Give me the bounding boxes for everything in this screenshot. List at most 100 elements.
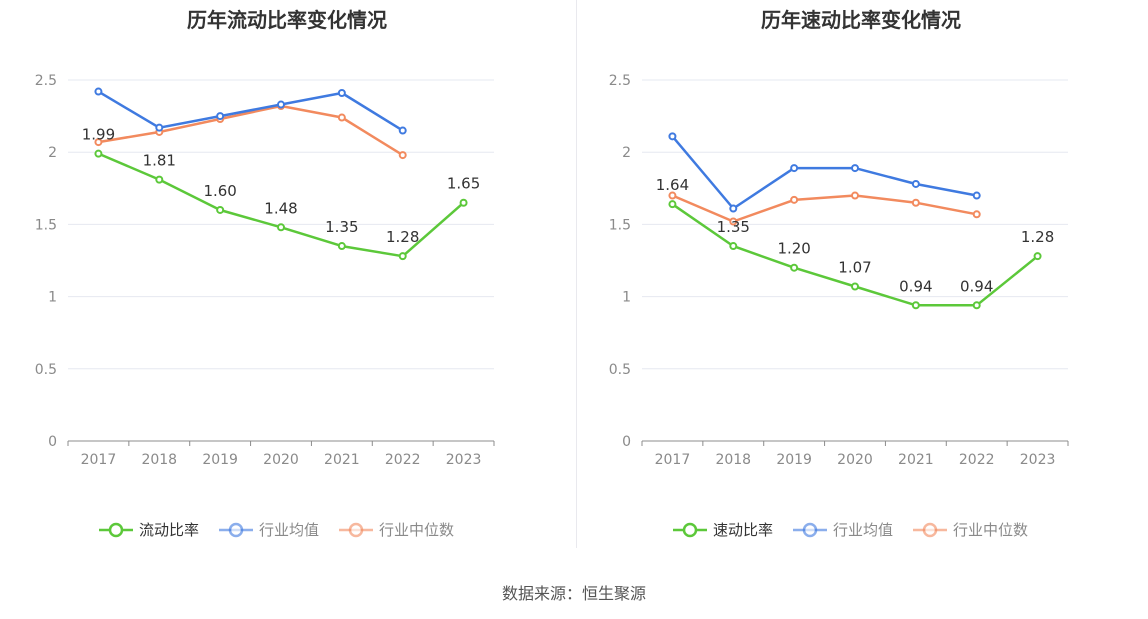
x-tick-label: 2018 <box>141 452 177 468</box>
data-point[interactable] <box>911 179 920 188</box>
data-point[interactable] <box>94 149 103 158</box>
legend-marker <box>228 522 244 538</box>
y-tick-label: 1.5 <box>35 217 57 233</box>
legend-label: 流动比率 <box>139 521 199 539</box>
chart-panel-current-ratio: 历年流动比率变化情况 0 0.5 1 1.5 2 2.5 2017 2018 2019 2020 2… <box>0 0 574 560</box>
data-label: 1.48 <box>264 199 297 217</box>
x-tick-label: 2021 <box>898 452 934 468</box>
data-point[interactable] <box>459 198 468 207</box>
legend-item[interactable]: 行业中位数 <box>339 521 454 539</box>
legend-marker <box>108 522 124 538</box>
y-tick-label: 0 <box>48 434 57 450</box>
data-point[interactable] <box>729 204 738 213</box>
y-tick-label: 0.5 <box>609 362 631 378</box>
x-tick-label: 2022 <box>959 452 995 468</box>
data-label: 0.94 <box>960 277 993 295</box>
data-point[interactable] <box>851 191 859 200</box>
legend-item[interactable]: 流动比率 <box>99 521 199 539</box>
x-tick-label: 2017 <box>655 452 691 468</box>
x-tick-label: 2019 <box>202 452 238 468</box>
data-point[interactable] <box>668 191 677 200</box>
data-point[interactable] <box>729 242 738 251</box>
data-point[interactable] <box>790 164 799 173</box>
legend-item[interactable]: 行业中位数 <box>913 521 1028 539</box>
y-tick-label: 0 <box>622 434 631 450</box>
data-point[interactable] <box>398 151 407 160</box>
x-tick-label: 2020 <box>837 452 873 468</box>
series-line <box>97 90 404 132</box>
panel-divider <box>576 0 577 548</box>
data-point[interactable] <box>337 242 346 251</box>
x-tick-label: 2022 <box>385 452 421 468</box>
legend-label: 行业均值 <box>259 521 319 539</box>
series-line <box>98 104 404 157</box>
legend-marker <box>802 522 818 538</box>
y-tick-label: 1 <box>622 290 631 306</box>
data-point[interactable] <box>337 113 346 122</box>
legend-marker <box>348 522 364 538</box>
legend-label: 行业中位数 <box>379 521 454 539</box>
data-point[interactable] <box>277 223 285 232</box>
data-point[interactable] <box>851 282 859 291</box>
y-tick-label: 2 <box>622 145 631 161</box>
legend-item[interactable]: 行业均值 <box>793 521 893 539</box>
x-tick-label: 2023 <box>1020 452 1056 468</box>
chart-panel-quick-ratio: 历年速动比率变化情况 0 0.5 1 1.5 2 2.5 2017 2018 2019 2020 2… <box>574 0 1148 560</box>
data-point[interactable] <box>337 88 346 97</box>
data-point[interactable] <box>668 132 677 141</box>
data-point[interactable] <box>851 164 859 173</box>
data-label: 1.28 <box>1021 228 1054 246</box>
quick-ratio-chart: 0 0.5 1 1.5 2 2.5 2017 2018 2019 2020 2021 2022 2023… <box>609 73 1069 539</box>
data-label: 1.35 <box>717 218 750 236</box>
chart-title: 历年流动比率变化情况 <box>187 8 387 32</box>
data-label: 1.99 <box>82 126 115 144</box>
y-tick-label: 1 <box>48 290 57 306</box>
legend-marker <box>922 522 938 538</box>
y-tick-label: 2.5 <box>609 73 631 89</box>
data-label: 1.60 <box>203 182 236 200</box>
y-tick-label: 1.5 <box>609 217 631 233</box>
data-label: 0.94 <box>899 277 932 295</box>
data-label: 1.65 <box>447 175 480 193</box>
data-label: 1.81 <box>143 152 176 170</box>
data-point[interactable] <box>216 112 225 121</box>
data-point[interactable] <box>972 301 981 310</box>
y-tick-label: 2 <box>48 145 57 161</box>
data-point[interactable] <box>668 200 677 209</box>
data-point[interactable] <box>398 126 407 135</box>
data-source-note: 数据来源：恒生聚源 <box>501 584 646 603</box>
x-tick-label: 2020 <box>263 452 299 468</box>
data-label: 1.28 <box>386 228 419 246</box>
series-line <box>671 194 977 223</box>
data-label: 1.07 <box>838 258 871 276</box>
data-point[interactable] <box>972 210 981 219</box>
x-tick-label: 2017 <box>81 452 117 468</box>
data-point[interactable] <box>972 191 981 200</box>
data-point[interactable] <box>277 100 285 109</box>
data-point[interactable] <box>911 198 920 207</box>
legend-item[interactable]: 速动比率 <box>673 521 773 539</box>
x-tick-label: 2019 <box>776 452 812 468</box>
data-point[interactable] <box>790 195 799 204</box>
data-point[interactable] <box>216 205 225 214</box>
data-point[interactable] <box>94 87 103 96</box>
legend-item[interactable]: 行业均值 <box>219 521 319 539</box>
x-tick-label: 2023 <box>446 452 482 468</box>
data-point[interactable] <box>911 301 920 310</box>
x-tick-label: 2021 <box>324 452 360 468</box>
y-tick-label: 0.5 <box>35 362 57 378</box>
data-point[interactable] <box>398 252 407 261</box>
x-tick-label: 2018 <box>715 452 751 468</box>
data-label: 1.64 <box>656 176 689 194</box>
data-point[interactable] <box>729 217 738 226</box>
data-point[interactable] <box>94 138 103 147</box>
data-point[interactable] <box>1033 252 1042 261</box>
legend-label: 行业均值 <box>833 521 893 539</box>
y-tick-label: 2.5 <box>35 73 57 89</box>
data-point[interactable] <box>790 263 799 272</box>
data-label: 1.35 <box>325 218 358 236</box>
data-label: 1.20 <box>777 240 810 258</box>
chart-title: 历年速动比率变化情况 <box>761 8 961 32</box>
data-point[interactable] <box>155 175 164 184</box>
data-point[interactable] <box>155 123 164 132</box>
